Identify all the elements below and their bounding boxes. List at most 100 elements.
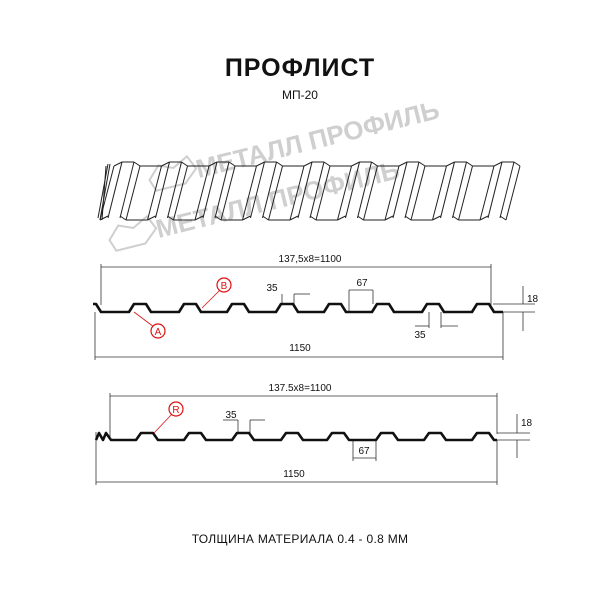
sheet-edge-line: [418, 161, 426, 167]
sheet-edge-line: [147, 165, 162, 221]
marker-r: R: [153, 401, 184, 434]
sheet-edge-line: [167, 161, 182, 219]
sheet-edge-line: [99, 163, 111, 221]
sheet-edge-line: [505, 165, 521, 221]
sheet-edge-line: [167, 215, 174, 221]
sheet-edge-line: [499, 215, 507, 221]
sheet-edge-line: [309, 161, 325, 219]
svg-text:B: B: [221, 281, 228, 292]
sheet-edge-line: [479, 165, 495, 221]
sheet-edge-line: [256, 161, 265, 167]
sheet-edge-line: [99, 165, 115, 221]
bottom-width-label-a: 35: [414, 330, 426, 341]
sheet-edge-line: [113, 161, 123, 167]
material-thickness: ТОЛЩИНА МАТЕРИАЛА 0.4 - 0.8 ММ: [191, 532, 409, 546]
rib-label-r: 67: [358, 446, 370, 457]
pitch-label-a: 137,5x8=1100: [279, 254, 342, 265]
sheet-edge-line: [446, 161, 455, 167]
sheet-edge-line: [487, 161, 503, 219]
sheet-edge-line: [214, 215, 222, 221]
sheet-edge-line: [242, 165, 257, 221]
sheet-edge-line: [155, 161, 170, 219]
pitch-label-r: 137.5x8=1100: [269, 383, 332, 394]
sheet-edge-line: [371, 161, 378, 167]
sheet-edge-line: [262, 161, 277, 219]
top-width-label-a: 35: [266, 283, 278, 294]
sheet-edge-line: [351, 161, 360, 167]
sheet-edge-line: [125, 165, 141, 221]
sheet-edge-line: [357, 161, 372, 219]
sheet-edge-line: [289, 165, 305, 221]
sheet-edge-line: [133, 161, 141, 167]
profile-r-dimensions: [95, 393, 530, 485]
sheet-edge-line: [315, 165, 331, 221]
sheet-edge-line: [194, 165, 210, 221]
sheet-edge-line: [384, 165, 400, 221]
sheet-edge-line: [493, 161, 503, 167]
svg-text:МЕТАЛЛ ПРОФИЛЬ: МЕТАЛЛ ПРОФИЛЬ: [153, 154, 403, 244]
sheet-edge-line: [228, 161, 236, 167]
profile-r-line: [94, 431, 497, 442]
sheet-edge-line: [513, 161, 521, 167]
sheet-edge-line: [499, 161, 515, 219]
sheet-edge-line: [220, 165, 236, 221]
sheet-edge-line: [392, 161, 408, 219]
svg-text:R: R: [172, 405, 179, 416]
sheet-edge-line: [440, 161, 455, 219]
sheet-edge-line: [357, 215, 364, 221]
svg-text:A: A: [155, 327, 162, 338]
height-label-r: 18: [521, 418, 533, 429]
profile-a-dimensions: [94, 264, 535, 360]
sheet-edge-line: [337, 215, 346, 221]
marker-b: B: [201, 277, 232, 309]
sheet-edge-line: [432, 215, 441, 221]
sheet-edge-line: [479, 215, 489, 221]
model-subtitle: МП-20: [282, 88, 318, 102]
sheet-edge-line: [202, 161, 218, 219]
sheet-edge-line: [147, 215, 156, 221]
sheet-edge-line: [410, 165, 426, 221]
sheet-edge-line: [345, 161, 360, 219]
width-label-a: 1150: [289, 343, 311, 354]
sheet-edge-line: [309, 215, 317, 221]
profile-a-line: [93, 302, 503, 314]
sheet-edge-line: [262, 215, 269, 221]
sheet-edge-line: [97, 163, 109, 219]
sheet-edge-line: [384, 215, 394, 221]
height-label-a: 18: [527, 294, 539, 305]
sheet-edge-line: [119, 161, 135, 219]
sheet-edge-line: [466, 161, 473, 167]
sheet-edge-line: [268, 165, 283, 221]
width-label-r: 1150: [283, 469, 305, 480]
page-title: ПРОФЛИСТ: [224, 54, 376, 82]
sheet-edge-line: [173, 165, 188, 221]
sheet-edge-line: [107, 161, 123, 219]
sheet-edge-line: [323, 161, 331, 167]
sheet-edge-line: [452, 215, 459, 221]
sheet-edge-line: [398, 161, 408, 167]
sheet-edge-line: [99, 215, 109, 221]
sheet-edge-line: [161, 161, 170, 167]
sheet-edge-line: [194, 215, 204, 221]
sheet-edge-line: [458, 165, 473, 221]
sheet-3d-view: [97, 161, 521, 221]
marker-a: A: [133, 311, 166, 339]
sheet-edge-line: [289, 215, 299, 221]
sheet-edge-line: [208, 161, 218, 167]
sheet-edge-line: [337, 165, 352, 221]
sheet-edge-line: [297, 161, 313, 219]
sheet-edge-line: [432, 165, 447, 221]
sheet-edge-line: [276, 161, 283, 167]
sheet-edge-line: [303, 161, 313, 167]
top-width-label-r: 35: [225, 410, 237, 421]
rib-label-a: 67: [356, 278, 368, 289]
sheet-edge-line: [214, 161, 230, 219]
sheet-edge-line: [181, 161, 188, 167]
sheet-edge-line: [119, 215, 127, 221]
sheet-edge-line: [363, 165, 378, 221]
sheet-edge-line: [250, 161, 265, 219]
sheet-edge-line: [404, 161, 420, 219]
sheet-edge-line: [242, 215, 251, 221]
sheet-edge-line: [452, 161, 467, 219]
